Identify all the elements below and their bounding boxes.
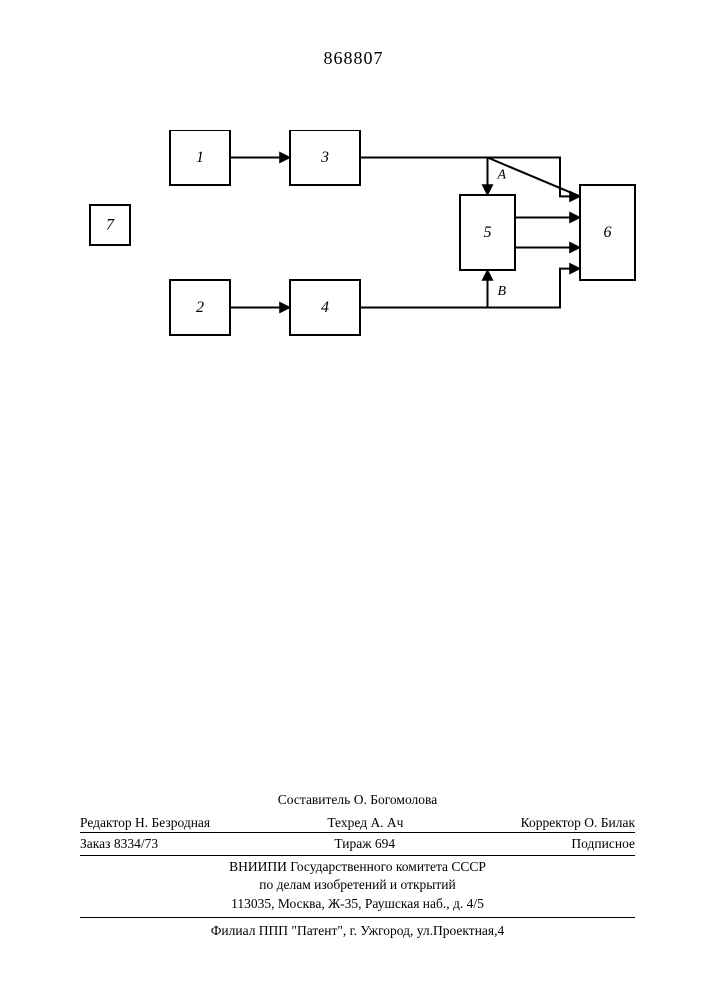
svg-text:7: 7	[106, 217, 115, 234]
block-diagram: 1 2 3 4 5 6 7 A B	[80, 130, 640, 390]
institute-line-2: по делам изобретений и открытий	[80, 876, 635, 894]
page-number: 868807	[0, 48, 707, 69]
corrector-label: Корректор	[521, 815, 581, 830]
circulation-label: Тираж	[334, 836, 371, 851]
composer-name: О. Богомолова	[354, 792, 438, 807]
svg-text:5: 5	[484, 224, 492, 241]
order-label: Заказ	[80, 836, 110, 851]
svg-text:6: 6	[604, 224, 612, 241]
footer: Составитель О. Богомолова Редактор Н. Бе…	[80, 791, 635, 940]
editor-name: Н. Безродная	[135, 815, 210, 830]
institute-line-1: ВНИИПИ Государственного комитета СССР	[80, 858, 635, 876]
techred-name: А. Ач	[370, 815, 403, 830]
circulation-no: 694	[375, 836, 395, 851]
svg-text:B: B	[498, 284, 507, 299]
svg-text:3: 3	[320, 149, 329, 166]
editor-label: Редактор	[80, 815, 132, 830]
corrector-name: О. Билак	[584, 815, 635, 830]
svg-text:A: A	[497, 167, 507, 182]
composer-label: Составитель	[278, 792, 351, 807]
branch-line: Филиал ППП "Патент", г. Ужгород, ул.Прое…	[80, 918, 635, 940]
svg-text:2: 2	[196, 299, 204, 316]
institute-line-3: 113035, Москва, Ж-35, Раушская наб., д. …	[80, 895, 635, 913]
subscribed-label: Подписное	[571, 835, 635, 853]
svg-text:4: 4	[321, 299, 329, 316]
order-no: 8334/73	[114, 836, 158, 851]
svg-text:1: 1	[196, 149, 204, 166]
techred-label: Техред	[327, 815, 367, 830]
